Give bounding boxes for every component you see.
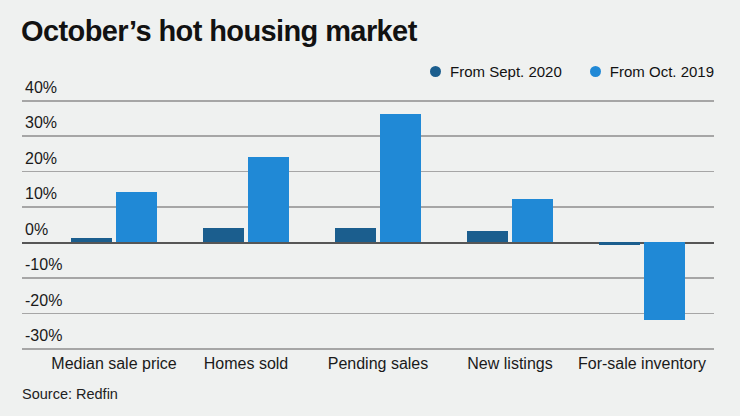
bar-pending-sales-from-sept-2020 [335,228,376,242]
y-axis-tick-label-30: 30% [25,114,57,132]
gridline-40 [22,100,714,102]
y-axis-tick-label-10: 10% [25,185,57,203]
y-axis-tick-label-40: 40% [25,79,57,97]
legend-label: From Oct. 2019 [610,63,714,80]
bar-homes-sold-from-sept-2020 [203,228,244,242]
legend-label: From Sept. 2020 [450,63,562,80]
legend-dot-light-blue-icon [590,66,601,77]
bar-pending-sales-from-oct-2019 [380,114,421,242]
gridline--10 [22,277,714,279]
y-axis-tick-label--10: -10% [25,256,62,274]
gridline--20 [22,313,714,315]
y-axis-tick-label-0: 0% [25,221,48,239]
legend-item-oct-2019: From Oct. 2019 [590,63,714,80]
chart-card: October’s hot housing market From Sept. … [0,0,740,416]
gridline-20 [22,171,714,173]
bar-median-sale-price-from-oct-2019 [116,192,157,242]
bar-new-listings-from-sept-2020 [467,231,508,242]
x-axis-label-homes-sold: Homes sold [176,355,316,373]
gridline-30 [22,135,714,137]
x-axis-label-median-sale-price: Median sale price [44,355,184,373]
bar-homes-sold-from-oct-2019 [248,157,289,242]
y-axis-tick-label-20: 20% [25,150,57,168]
y-axis-tick-label--30: -30% [25,327,62,345]
bar-for-sale-inventory-from-sept-2020 [599,242,640,246]
x-axis-label-new-listings: New listings [440,355,580,373]
plot-area: 40%30%20%10%0%-10%-20%-30%Median sale pr… [22,100,714,348]
bar-for-sale-inventory-from-oct-2019 [644,242,685,320]
y-axis-tick-label--20: -20% [25,292,62,310]
gridline--30 [22,348,714,350]
bar-new-listings-from-oct-2019 [512,199,553,242]
bar-median-sale-price-from-sept-2020 [71,238,112,242]
legend-dot-dark-blue-icon [430,66,441,77]
legend: From Sept. 2020 From Oct. 2019 [430,63,714,80]
x-axis-label-pending-sales: Pending sales [308,355,448,373]
source-note: Source: Redfin [22,386,118,402]
chart-title: October’s hot housing market [21,15,417,48]
legend-item-sept-2020: From Sept. 2020 [430,63,562,80]
x-axis-label-for-sale-inventory: For-sale inventory [572,355,712,373]
